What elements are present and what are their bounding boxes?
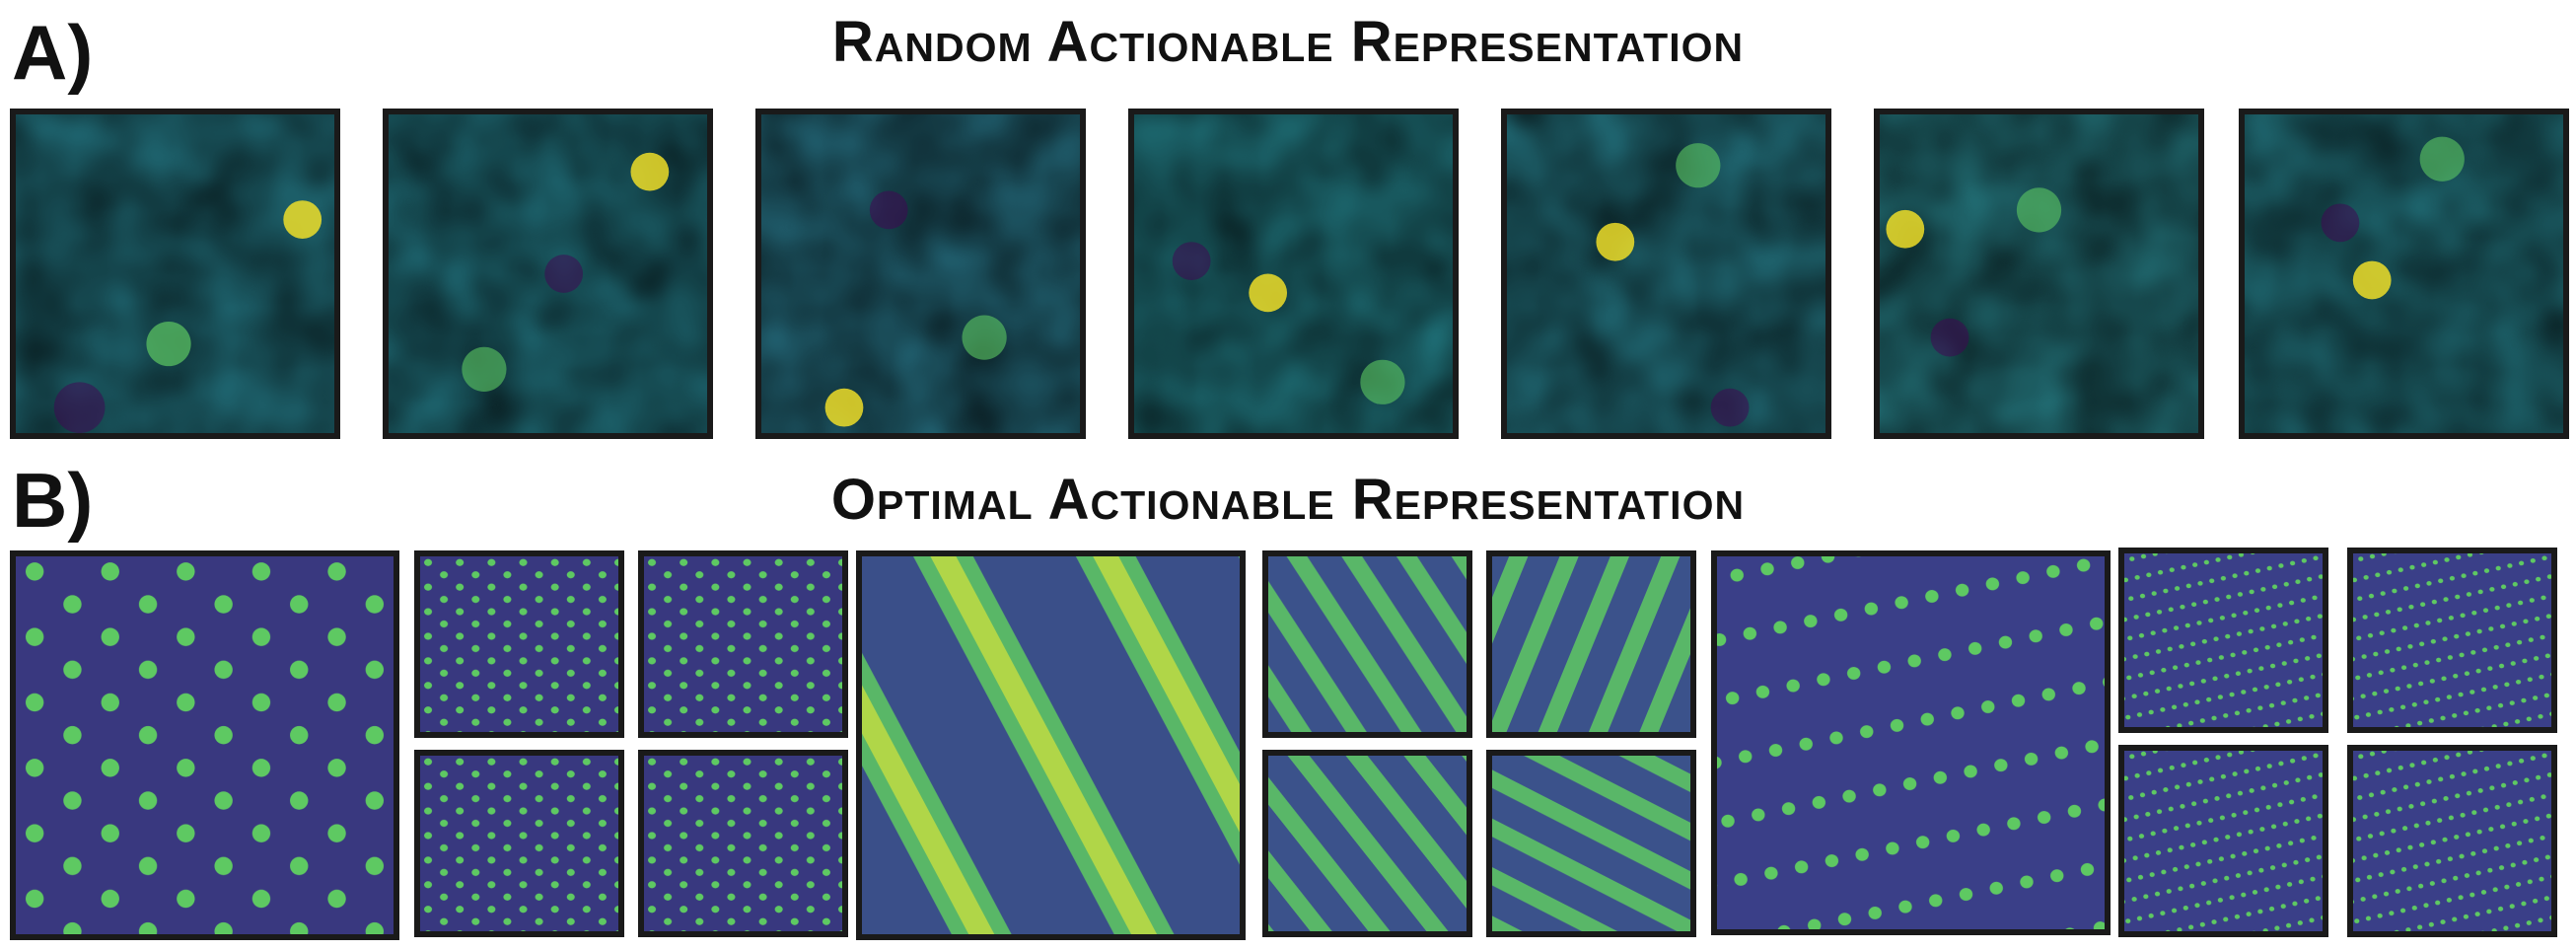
grid-map-large-3 [1711, 550, 2111, 935]
panel-b-label: B) [12, 457, 94, 544]
grid-map-small-4 [638, 750, 848, 937]
grid-map-small-1 [414, 550, 624, 738]
panel-a-title: Random Actionable Representation [831, 10, 1745, 74]
random-map-3 [755, 109, 1086, 439]
grid-map-small-7 [1262, 750, 1472, 937]
random-map-2 [383, 109, 713, 439]
grid-map-small-10 [2347, 548, 2557, 733]
random-map-4 [1128, 109, 1459, 439]
grid-map-small-3 [414, 750, 624, 937]
grid-map-small-6 [1486, 550, 1696, 738]
panel-a-label: A) [12, 9, 94, 96]
grid-map-large-1 [10, 550, 399, 940]
random-map-6 [1874, 109, 2204, 439]
grid-map-small-9 [2118, 548, 2328, 733]
random-map-1 [10, 109, 340, 439]
grid-map-large-2 [856, 550, 1246, 940]
grid-map-small-5 [1262, 550, 1472, 738]
grid-map-small-11 [2118, 745, 2328, 937]
panel-b-title: Optimal Actionable Representation [830, 468, 1746, 532]
grid-map-small-8 [1486, 750, 1696, 937]
grid-map-small-12 [2347, 745, 2557, 937]
grid-map-small-2 [638, 550, 848, 738]
random-map-7 [2239, 109, 2569, 439]
random-map-5 [1501, 109, 1831, 439]
